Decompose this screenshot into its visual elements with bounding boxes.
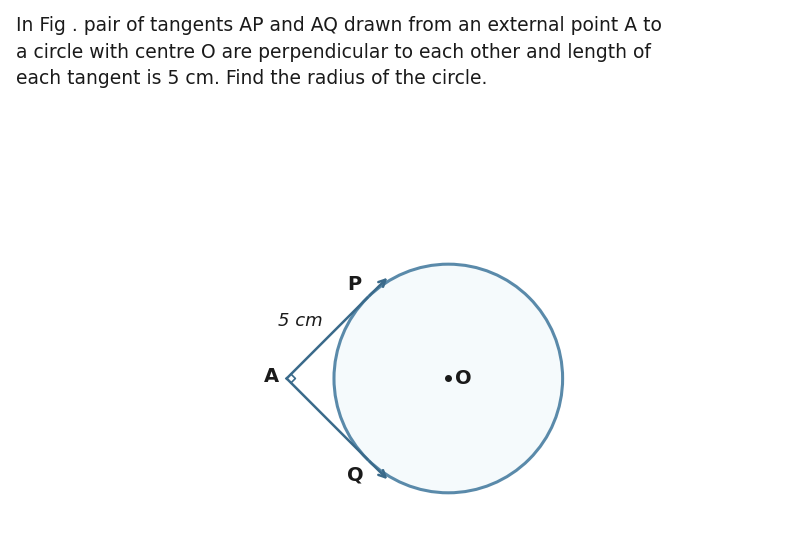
Circle shape	[334, 264, 562, 493]
Text: O: O	[455, 369, 472, 388]
Text: P: P	[348, 275, 362, 294]
Text: Q: Q	[347, 465, 364, 484]
Text: A: A	[264, 367, 279, 385]
Text: 5 cm: 5 cm	[278, 312, 322, 330]
Text: In Fig . pair of tangents AP and AQ drawn from an external point A to
a circle w: In Fig . pair of tangents AP and AQ draw…	[16, 16, 662, 88]
